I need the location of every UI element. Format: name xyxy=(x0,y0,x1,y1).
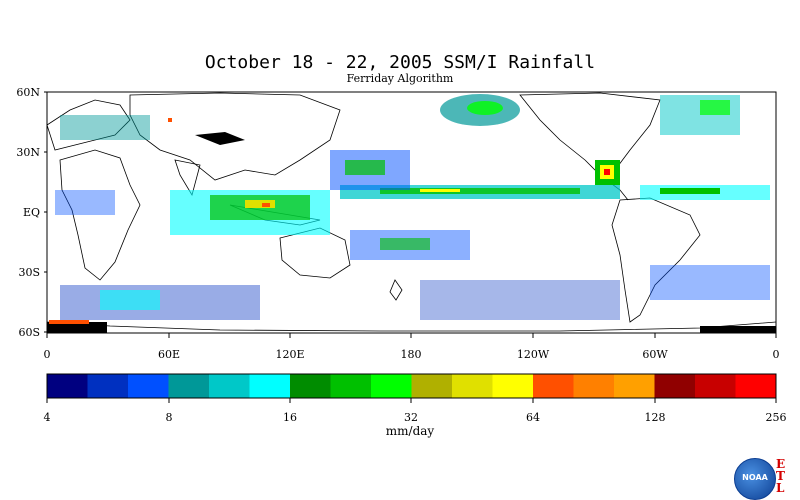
lon-label: 180 xyxy=(401,348,422,361)
noaa-logo-text: NOAA xyxy=(742,473,768,482)
legend-ticks: 4 8 16 32 64 128 256 xyxy=(44,411,787,424)
lat-label: EQ xyxy=(23,206,40,219)
legend-swatch xyxy=(492,374,534,398)
lat-label: 30N xyxy=(16,146,40,159)
legend-swatch xyxy=(249,374,291,398)
longitude-axis: 0 60E 120E 180 120W 60W 0 xyxy=(44,333,780,361)
legend-tick-label: 128 xyxy=(645,411,666,424)
lon-label: 60W xyxy=(642,348,668,361)
map-subtitle: Ferriday Algorithm xyxy=(346,72,454,85)
map-panel: 60N 30N EQ 30S 60S 0 60E 120E 180 120W 6… xyxy=(16,86,779,361)
legend-swatch xyxy=(533,374,574,398)
legend-swatch xyxy=(411,374,453,398)
etl-letter: E xyxy=(776,457,786,471)
legend-swatch xyxy=(371,374,412,398)
etl-letter: L xyxy=(776,481,785,495)
legend-tick-label: 256 xyxy=(766,411,787,424)
legend-swatch xyxy=(87,374,129,398)
legend-tick-label: 16 xyxy=(283,411,297,424)
legend-swatch xyxy=(573,374,615,398)
color-legend xyxy=(46,373,777,403)
lon-label: 0 xyxy=(44,348,51,361)
lat-label: 30S xyxy=(18,266,40,279)
legend-swatch xyxy=(168,374,210,398)
latitude-axis: 60N 30N EQ 30S 60S xyxy=(16,86,47,339)
map-title: October 18 - 22, 2005 SSM/I Rainfall xyxy=(204,52,596,73)
legend-tick-label: 4 xyxy=(44,411,51,424)
lat-label: 60S xyxy=(18,326,40,339)
legend-unit: mm/day xyxy=(385,424,435,438)
lon-label: 0 xyxy=(773,348,780,361)
legend-tick-label: 64 xyxy=(526,411,540,424)
lon-label: 120W xyxy=(517,348,550,361)
legend-swatch xyxy=(330,374,372,398)
legend-tick-label: 8 xyxy=(166,411,173,424)
legend-swatch xyxy=(209,374,250,398)
rainfall-cells xyxy=(47,94,776,333)
legend-swatch xyxy=(654,374,696,398)
legend-swatch xyxy=(735,374,777,398)
noaa-logo: NOAA xyxy=(734,458,776,500)
legend-swatch xyxy=(47,374,88,398)
legend-swatch xyxy=(290,374,331,398)
map-frame xyxy=(46,91,777,334)
legend-swatch xyxy=(614,374,655,398)
etl-letter: T xyxy=(776,469,785,483)
legend-swatch xyxy=(128,374,169,398)
legend-tick-label: 32 xyxy=(404,411,418,424)
legend-swatch xyxy=(452,374,493,398)
lon-label: 60E xyxy=(158,348,180,361)
lon-label: 120E xyxy=(275,348,304,361)
lat-label: 60N xyxy=(16,86,40,99)
legend-swatch xyxy=(695,374,736,398)
etl-mark: E T L xyxy=(776,458,785,494)
